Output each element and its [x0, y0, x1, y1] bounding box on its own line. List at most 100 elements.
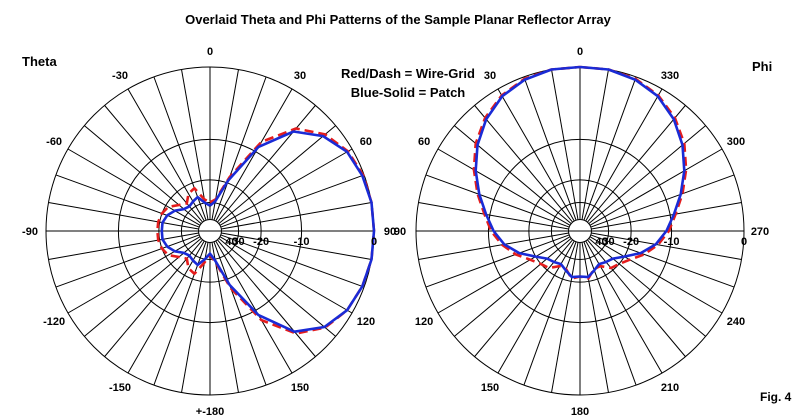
angle-tick-label: 300 [727, 136, 745, 148]
grid-spoke [220, 234, 365, 288]
angle-tick-label: 0 [577, 46, 583, 58]
grid-spoke [581, 242, 609, 393]
grid-spoke [219, 236, 353, 314]
radial-tick-label: -10 [664, 236, 680, 248]
grid-spoke [84, 125, 202, 225]
grid-spoke [220, 174, 365, 228]
angle-tick-label: 240 [727, 316, 745, 328]
grid-spoke [55, 234, 200, 288]
angle-tick-label: 180 [571, 406, 589, 415]
angle-tick-label: 90 [384, 226, 396, 238]
angle-tick-label: -60 [46, 136, 62, 148]
phi-polar-plot: 0-10-20304003303002702402101801501209060… [394, 46, 769, 415]
grid-spoke [586, 239, 686, 357]
grid-spoke [583, 76, 637, 221]
grid-spoke [588, 237, 706, 337]
angle-tick-label: 30 [484, 70, 496, 82]
grid-spoke [523, 241, 577, 386]
grid-spoke [215, 240, 293, 374]
grid-spoke [581, 69, 609, 220]
angle-tick-label: -120 [43, 316, 65, 328]
radial-tick-label: -20 [253, 236, 269, 248]
angle-tick-label: -90 [22, 226, 38, 238]
grid-spoke [497, 88, 575, 222]
angle-tick-label: 270 [751, 226, 769, 238]
grid-spoke [67, 236, 201, 314]
grid-spoke [454, 125, 572, 225]
grid-spoke [589, 236, 723, 314]
figure-label: Fig. 4 [760, 390, 792, 404]
grid-spoke [213, 76, 267, 221]
angle-tick-label: 90 [394, 226, 406, 238]
angle-tick-label: 60 [418, 136, 430, 148]
grid-spoke [425, 174, 570, 228]
radial-tick-label: -20 [623, 236, 639, 248]
radial-tick-label: 40 [225, 236, 237, 248]
grid-spoke [218, 237, 336, 337]
grid-spoke [211, 69, 239, 220]
grid-spoke [211, 242, 239, 393]
grid-spoke [104, 105, 204, 223]
grid-spoke [127, 88, 205, 222]
grid-spoke [221, 232, 372, 260]
angle-tick-label: 0 [207, 46, 213, 58]
radial-tick-label: 0 [371, 236, 377, 248]
legend-patch: Blue-Solid = Patch [351, 85, 466, 100]
grid-spoke [591, 202, 742, 230]
angle-tick-label: -30 [112, 70, 128, 82]
grid-spoke [219, 148, 353, 226]
radial-tick-label: -10 [294, 236, 310, 248]
angle-tick-label: -150 [109, 382, 131, 394]
grid-spoke [48, 232, 199, 260]
grid-spoke [418, 202, 569, 230]
grid-spoke [216, 105, 316, 223]
phi-plot-label: Phi [752, 59, 772, 74]
angle-tick-label: 330 [661, 70, 679, 82]
grid-spoke [48, 202, 199, 230]
grid-spoke [84, 237, 202, 337]
grid-spoke [590, 234, 735, 288]
grid-spoke [418, 232, 569, 260]
series-patch-line [160, 130, 376, 333]
radial-tick-label: 0 [741, 236, 747, 248]
grid-spoke [474, 105, 574, 223]
grid-spoke [586, 105, 686, 223]
radial-tick-label: 30 [602, 236, 614, 248]
grid-spoke [104, 239, 204, 357]
grid-spoke [425, 234, 570, 288]
radial-tick-label: 30 [232, 236, 244, 248]
grid-spoke [588, 125, 706, 225]
legend-wire-grid: Red/Dash = Wire-Grid [341, 66, 475, 81]
grid-spoke [437, 148, 571, 226]
grid-spoke [583, 241, 637, 386]
grid-spoke [551, 242, 579, 393]
grid-spoke [585, 88, 663, 222]
grid-spoke [127, 240, 205, 374]
grid-spoke [181, 242, 209, 393]
angle-tick-label: 150 [291, 382, 309, 394]
angle-tick-label: +-180 [196, 406, 224, 415]
grid-spoke [55, 174, 200, 228]
grid-spoke [591, 232, 742, 260]
chart-title: Overlaid Theta and Phi Patterns of the S… [185, 12, 612, 27]
grid-spoke [218, 125, 336, 225]
grid-spoke [585, 240, 663, 374]
grid-spoke [551, 69, 579, 220]
radial-tick-label: 40 [595, 236, 607, 248]
angle-tick-label: 150 [481, 382, 499, 394]
angle-tick-label: 120 [357, 316, 375, 328]
theta-polar-plot: 0-10-2030400306090120150+-180-150-120-90… [22, 46, 396, 415]
angle-tick-label: 30 [294, 70, 306, 82]
grid-spoke [215, 88, 293, 222]
grid-spoke [213, 241, 267, 386]
grid-spoke [454, 237, 572, 337]
grid-spoke [589, 148, 723, 226]
grid-spoke [181, 69, 209, 220]
grid-spoke [474, 239, 574, 357]
grid-spoke [221, 202, 372, 230]
grid-spoke [523, 76, 577, 221]
angle-tick-label: 60 [360, 136, 372, 148]
grid-spoke [437, 236, 571, 314]
angle-tick-label: 210 [661, 382, 679, 394]
